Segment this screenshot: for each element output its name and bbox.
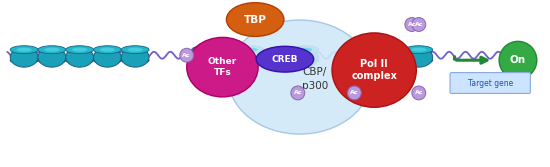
- Ellipse shape: [72, 48, 87, 52]
- Ellipse shape: [291, 46, 318, 54]
- Ellipse shape: [346, 48, 362, 52]
- Ellipse shape: [256, 46, 314, 72]
- Ellipse shape: [38, 47, 66, 67]
- Ellipse shape: [94, 46, 122, 54]
- Text: Ac: Ac: [415, 22, 423, 27]
- Ellipse shape: [405, 18, 419, 31]
- Ellipse shape: [236, 46, 264, 54]
- Text: CREB: CREB: [272, 55, 298, 64]
- Ellipse shape: [16, 48, 32, 52]
- Ellipse shape: [94, 56, 122, 64]
- Text: CBP/
p300: CBP/ p300: [301, 67, 328, 91]
- Ellipse shape: [122, 47, 149, 67]
- Ellipse shape: [340, 47, 368, 67]
- Ellipse shape: [499, 41, 537, 79]
- Ellipse shape: [44, 48, 59, 52]
- Ellipse shape: [180, 48, 194, 62]
- Text: Other
TFs: Other TFs: [208, 57, 237, 77]
- Ellipse shape: [412, 86, 426, 100]
- Ellipse shape: [297, 48, 312, 52]
- Ellipse shape: [348, 86, 361, 100]
- Ellipse shape: [10, 56, 38, 64]
- Ellipse shape: [66, 46, 94, 54]
- Ellipse shape: [198, 48, 213, 52]
- Text: Pol II
complex: Pol II complex: [351, 59, 397, 81]
- Ellipse shape: [340, 56, 368, 64]
- Text: Ac: Ac: [408, 22, 416, 27]
- Ellipse shape: [100, 48, 115, 52]
- Ellipse shape: [291, 47, 318, 67]
- Ellipse shape: [332, 33, 416, 107]
- Ellipse shape: [10, 47, 38, 67]
- Ellipse shape: [94, 47, 122, 67]
- Ellipse shape: [38, 46, 66, 54]
- Ellipse shape: [66, 47, 94, 67]
- Text: Ac: Ac: [183, 53, 191, 58]
- Ellipse shape: [192, 56, 219, 64]
- FancyBboxPatch shape: [450, 73, 530, 93]
- Ellipse shape: [291, 86, 305, 100]
- Ellipse shape: [412, 18, 426, 31]
- Ellipse shape: [405, 46, 433, 54]
- Text: Target gene: Target gene: [468, 78, 513, 88]
- Ellipse shape: [122, 46, 149, 54]
- Ellipse shape: [122, 56, 149, 64]
- Ellipse shape: [66, 56, 94, 64]
- Ellipse shape: [405, 56, 433, 64]
- Ellipse shape: [340, 46, 368, 54]
- Text: Ac: Ac: [294, 90, 302, 95]
- Ellipse shape: [38, 56, 66, 64]
- Ellipse shape: [291, 56, 318, 64]
- Ellipse shape: [411, 48, 426, 52]
- Ellipse shape: [236, 56, 264, 64]
- Ellipse shape: [236, 47, 264, 67]
- Text: Ac: Ac: [350, 90, 359, 95]
- Text: On: On: [510, 55, 526, 65]
- Text: Ac: Ac: [415, 90, 423, 95]
- Ellipse shape: [192, 46, 219, 54]
- Ellipse shape: [187, 37, 258, 97]
- Ellipse shape: [228, 20, 372, 134]
- Ellipse shape: [227, 3, 284, 36]
- Ellipse shape: [405, 47, 433, 67]
- Ellipse shape: [243, 48, 258, 52]
- Text: TBP: TBP: [244, 15, 267, 25]
- Ellipse shape: [10, 46, 38, 54]
- Ellipse shape: [192, 47, 219, 67]
- Ellipse shape: [128, 48, 143, 52]
